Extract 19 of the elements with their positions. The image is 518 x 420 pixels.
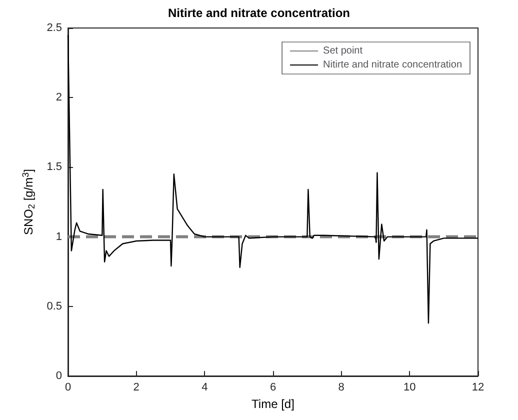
x-tick-label: 2 <box>133 382 140 394</box>
legend-label: Set point <box>323 46 363 56</box>
x-tick-label: 10 <box>404 382 416 394</box>
y-tick-label: 0.5 <box>46 300 62 312</box>
y-tick-label: 2 <box>56 92 62 104</box>
y-tick-label: 1.5 <box>46 161 62 174</box>
legend-label: Nitirte and nitrate concentration <box>323 60 462 70</box>
x-tick-label: 6 <box>270 382 276 394</box>
chart-title: Nitirte and nitrate concentration <box>168 6 350 20</box>
y-tick-label: 2.5 <box>46 22 62 34</box>
line-series <box>67 34 479 324</box>
x-tick-label: 0 <box>64 382 72 394</box>
x-tick-label: 8 <box>338 382 344 394</box>
x-axis-title: Time [d] <box>252 397 294 411</box>
y-tick-label: 1 <box>56 230 62 243</box>
y-axis-title: SNO2 [g/m3] <box>20 168 36 236</box>
y-tick-label: 0 <box>56 370 62 382</box>
x-tick-label: 4 <box>202 382 208 394</box>
x-tick-label: 12 <box>472 382 484 394</box>
